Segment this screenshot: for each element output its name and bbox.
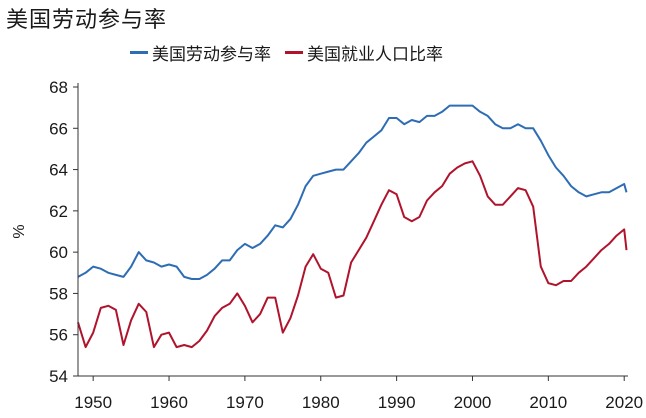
y-tick-label: 62 [49, 202, 68, 221]
y-axis: 54 56 58 60 62 64 66 68 [49, 78, 79, 386]
legend-item-employment: 美国就业人口比率 [285, 40, 443, 65]
legend: 美国劳动参与率 美国就业人口比率 [130, 40, 457, 65]
legend-label-participation: 美国劳动参与率 [152, 44, 271, 65]
y-tick-label: 58 [49, 284, 68, 303]
legend-label-employment: 美国就业人口比率 [307, 44, 443, 65]
x-axis: 1950 1960 1970 1980 1990 2000 2010 2020 [74, 375, 643, 412]
x-tick-label: 1970 [226, 393, 264, 412]
series-line-employment-ratio [77, 160, 628, 349]
chart-title: 美国劳动参与率 [6, 8, 168, 33]
y-tick-label: 64 [49, 161, 68, 180]
y-tick-label: 54 [49, 367, 68, 386]
y-tick-label: 68 [49, 78, 68, 97]
plot-lines [77, 104, 628, 349]
y-tick-label: 56 [49, 326, 68, 345]
series-line-participation-rate [77, 104, 628, 280]
y-axis-title: % [11, 224, 28, 238]
legend-swatch-employment [285, 50, 303, 54]
x-tick-label: 2020 [605, 393, 643, 412]
x-tick-label: 2010 [529, 393, 567, 412]
y-tick-label: 66 [49, 119, 68, 138]
x-tick-label: 2000 [454, 393, 492, 412]
y-tick-label: 60 [49, 243, 68, 262]
x-tick-label: 1990 [378, 393, 416, 412]
x-tick-label: 1950 [74, 393, 112, 412]
legend-item-participation: 美国劳动参与率 [130, 40, 271, 65]
legend-swatch-participation [130, 50, 148, 54]
x-tick-label: 1960 [150, 393, 188, 412]
x-tick-label: 1980 [302, 393, 340, 412]
